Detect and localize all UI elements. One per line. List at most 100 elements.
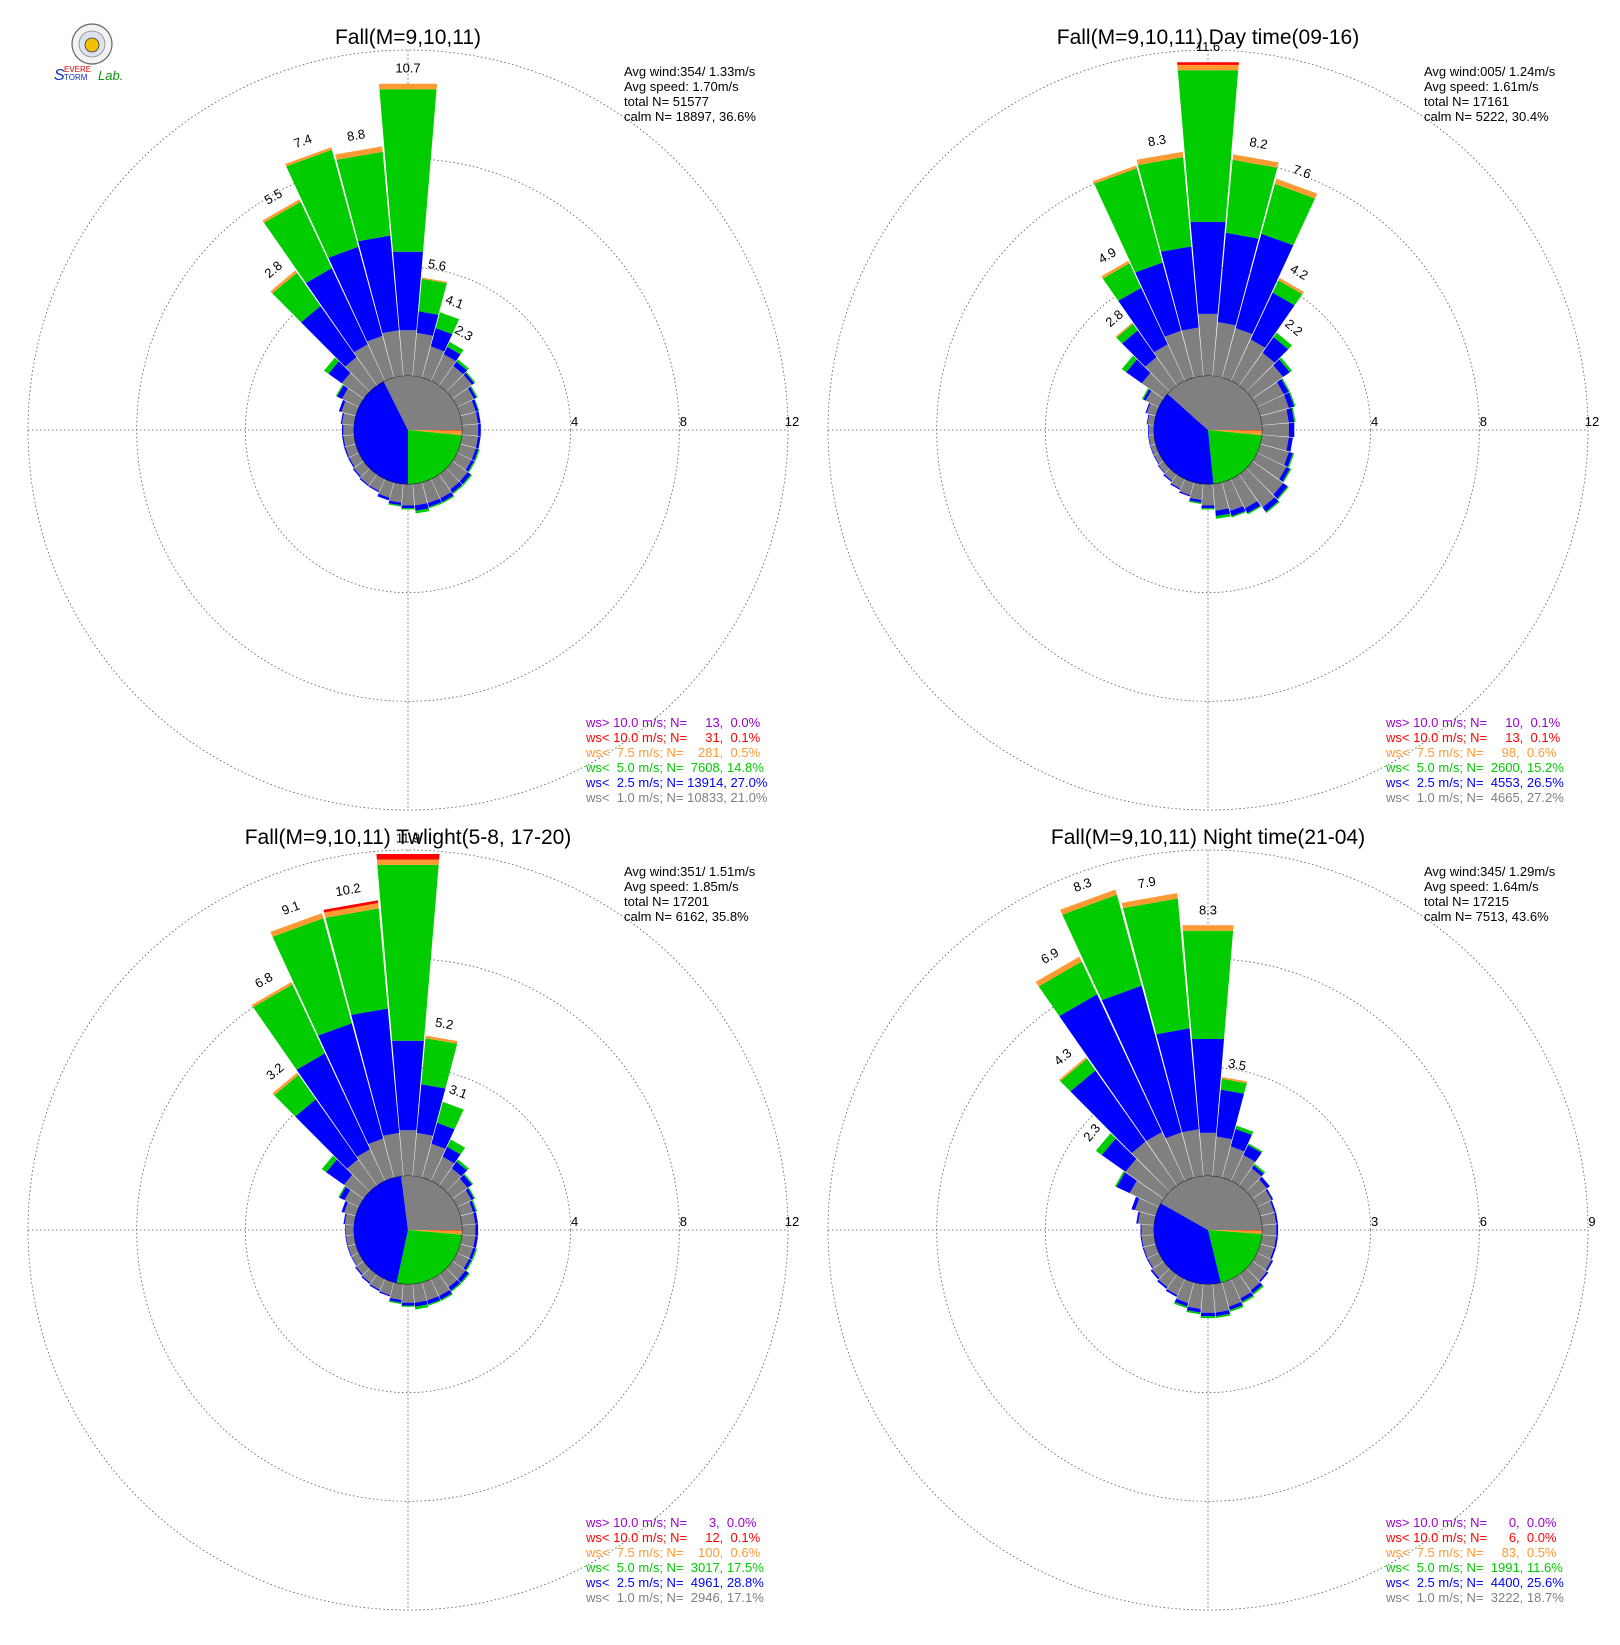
bar-segment [1176,1279,1194,1304]
legend-entry: ws< 1.0 m/s; N= 4665, 27.2% [1385,790,1564,805]
grid-ring [244,266,572,594]
bar-segment [425,1035,458,1044]
bar-segment [452,453,472,471]
bar-segment [370,1274,385,1290]
bar-segment [362,1268,377,1283]
bar-segment [447,1139,466,1155]
wind-rose-panel-3: 4 8 12 Fall(M=9,10,11) Twlight(5-8, 17-20) A… [27,826,799,1611]
bar-segment [328,361,351,384]
bar-segment [470,386,478,398]
bar-segment [368,1138,394,1181]
bar-segment [1166,1274,1185,1296]
bar-segment [399,1130,417,1177]
legend-entry: ws< 10.0 m/s; N= 12, 0.1% [585,1530,761,1545]
bar-segment [286,149,359,258]
bar-segment [462,474,473,486]
bar-segment [473,1236,478,1248]
calm-pie-slice [353,1176,408,1283]
bar-segment [393,251,423,331]
bar-label: 7.4 [292,131,314,151]
bar-segment [352,468,361,478]
bar-segment [379,1279,394,1296]
bar-label: 6.9 [1038,945,1061,967]
bar-segment [1150,1269,1160,1280]
bar-label: 3.5 [1227,1056,1247,1074]
bar-segment [1121,893,1178,909]
bar-segment [1200,1316,1216,1319]
tick-label: 8 [680,414,687,429]
bar-segment [274,1074,316,1117]
bar-segment [401,1283,415,1303]
bar-segment [461,1224,476,1236]
legend-entry: ws< 2.5 m/s; N= 4553, 26.5% [1385,775,1564,790]
bar-segment [428,502,442,509]
bar-segment [1147,1253,1164,1269]
bar-segment [401,505,415,509]
bar-segment [1157,1279,1168,1289]
bar-segment [1274,1236,1278,1248]
bar-segment [1148,435,1151,446]
bar-segment [1035,956,1082,987]
tick-label: 8 [1480,414,1487,429]
bar-segment [1200,1312,1216,1317]
bar-segment [1261,183,1315,246]
bar-segment [346,1224,355,1236]
bar-segment [1235,233,1294,335]
info-line: Avg wind:351/ 1.51m/s [624,864,756,879]
bar-segment [1145,357,1177,392]
bar-segment [422,346,445,381]
bar-segment [439,1290,452,1300]
bar-segment [321,1155,337,1173]
bar-segment [431,1156,455,1186]
info-line: Avg speed: 1.85m/s [624,879,739,894]
bar-segment [1270,1248,1276,1260]
bar-segment [351,1256,357,1266]
bar-segment [1246,461,1284,495]
grid-ring [1044,266,1372,594]
tick-label: 12 [1585,414,1599,429]
bar-segment [1235,1125,1254,1135]
bar-segment [337,385,348,399]
bar-segment [416,311,439,336]
bar-segment [1138,157,1192,252]
bar-label: 8.3 [1071,875,1093,895]
bar-segment [412,1132,433,1178]
bar-segment [1114,1171,1125,1187]
bar-segment [342,435,346,447]
bar-segment [1062,894,1142,1001]
bar-segment [1240,1292,1254,1302]
bar-segment [351,1008,400,1136]
bar-segment [1217,232,1259,326]
legend-entry: ws> 10.0 m/s; N= 10, 0.1% [1385,715,1561,730]
bar-segment [1279,466,1290,482]
tick-label: 4 [1371,414,1378,429]
bar-segment [357,1149,385,1186]
bar-segment [1179,479,1194,496]
bar-segment [460,1234,476,1248]
info-line: Avg speed: 1.64m/s [1424,879,1539,894]
bar-segment [369,1284,380,1292]
bar-segment [1147,414,1156,426]
wind-rose-panel-4: 3 6 9 Fall(M=9,10,11) Night time(21-04) Avg … [827,826,1596,1611]
bar-segment [1222,1279,1242,1307]
bar-segment [1241,1295,1255,1304]
bar-segment [1215,508,1231,517]
bar-segment [1231,1274,1252,1299]
bar-segment [459,1174,473,1188]
bar-segment [1101,260,1130,279]
bar-segment [1186,1306,1201,1313]
bar-segment [1146,403,1159,416]
tick-label: 6 [1480,1214,1487,1229]
bar-segment [446,374,473,399]
bar-segment [471,1248,478,1261]
bar-segment [1215,1313,1231,1318]
bar-segment [344,447,350,458]
calm-pie-slice [1208,1230,1263,1231]
bar-segment [1273,483,1288,499]
bar-segment [1165,1132,1194,1181]
bar-segment [1190,221,1226,314]
bar-segment [1260,1212,1277,1226]
bar-segment [368,485,380,493]
bar-segment [401,1305,415,1307]
bar-segment [1243,1145,1262,1162]
